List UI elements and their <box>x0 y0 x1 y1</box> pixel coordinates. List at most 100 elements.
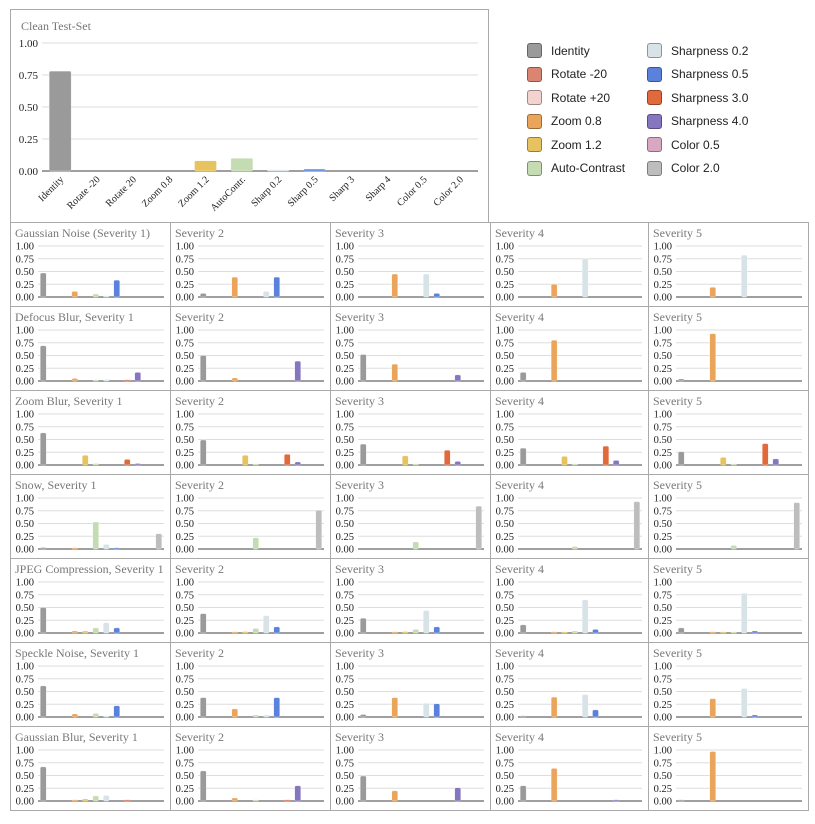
y-tick-label: 0.00 <box>654 629 672 640</box>
bar-zoom-0-8 <box>391 363 398 382</box>
bar-zoom-0-8 <box>709 631 716 634</box>
panel-title: Severity 4 <box>495 394 544 408</box>
panel-title: Severity 2 <box>175 310 224 324</box>
y-tick-label: 1.00 <box>496 326 514 337</box>
title-bg <box>13 309 165 324</box>
panel: 1.00 0.75 0.50 0.25 0.00 Severity 5 <box>648 558 809 643</box>
bar-sharpness-0-2 <box>103 622 110 634</box>
panel-chart: 1.000.75 0.50 0.25 0.00 Severity 4 <box>493 477 643 556</box>
bar-sharpness-4-0 <box>294 785 301 802</box>
y-tick-label: 0.25 <box>336 532 354 543</box>
bar-identity <box>40 607 47 634</box>
y-tick-label: 0.50 <box>496 519 514 530</box>
panel-title: Severity 3 <box>335 646 384 660</box>
y-tick-label: 0.50 <box>336 603 354 614</box>
y-tick-label: 1.00 <box>336 578 354 589</box>
bar-identity <box>200 697 207 718</box>
panel-title: Severity 3 <box>335 310 384 324</box>
bar-identity <box>200 770 207 802</box>
y-tick-label: 0.75 <box>16 590 34 601</box>
panel-chart: 1.000.75 0.50 0.25 0.00 Severity 5 <box>651 729 803 808</box>
bar-sharpness-0-5 <box>113 279 120 298</box>
x-tick-label: Sharp 0.2 <box>249 174 284 209</box>
y-tick-label: 0.75 <box>496 254 514 265</box>
y-tick-label: 0.00 <box>16 377 34 388</box>
bar-identity <box>519 715 527 718</box>
title-bg <box>493 309 643 324</box>
y-tick-label: 0.50 <box>496 771 514 782</box>
y-tick-label: 1.00 <box>336 494 354 505</box>
panel-chart: 1.000.75 0.50 0.25 0.00 JPEG Compression, Se… <box>13 561 165 640</box>
bar-zoom-1-2 <box>82 798 89 802</box>
y-tick-label: 0.75 <box>336 590 354 601</box>
bar-sharpness-0-2 <box>263 714 270 718</box>
y-tick-label: 1.00 <box>496 746 514 757</box>
y-tick-label: 0.00 <box>176 797 194 808</box>
bar-sharpness-4-0 <box>772 458 779 466</box>
panel: 1.00 0.75 0.50 0.25 0.00 Severity 4 <box>490 558 649 643</box>
panel-chart: 1.000.75 0.50 0.25 0.00 Severity 5 <box>651 561 803 640</box>
y-tick-label: 0.75 <box>336 674 354 685</box>
y-tick-label: 0.75 <box>654 674 672 685</box>
bar-sharpness-0-5 <box>751 630 758 634</box>
y-tick-label: 0.50 <box>16 771 34 782</box>
y-tick-label: 0.25 <box>654 532 672 543</box>
bar-sharpness-0-2 <box>581 599 589 634</box>
legend-item: Sharpness 0.2 <box>647 43 748 58</box>
legend-item: Sharpness 4.0 <box>647 113 748 129</box>
y-tick-label: 0.75 <box>336 254 354 265</box>
title-bg <box>333 309 485 324</box>
panel-title: Severity 3 <box>335 562 384 576</box>
bar-auto-contrast <box>252 463 259 466</box>
y-tick-label: 0.50 <box>654 687 672 698</box>
panel-title: Speckle Noise, Severity 1 <box>15 646 139 660</box>
bar-sharpness-0-2 <box>581 258 589 298</box>
y-tick-label: 1.00 <box>16 242 34 253</box>
legend-swatch <box>527 113 542 129</box>
y-tick-label: 0.00 <box>336 797 354 808</box>
y-tick-label: 0.75 <box>176 674 194 685</box>
y-tick-label: 0.50 <box>16 519 34 530</box>
title-bg <box>173 393 325 408</box>
y-tick-label: 0.25 <box>19 134 39 146</box>
y-tick-label: 1.00 <box>336 410 354 421</box>
panel: 1.00 0.75 0.50 0.25 0.00 Severity 2 <box>170 558 331 643</box>
x-tick-label: Sharp 4 <box>364 174 394 204</box>
y-tick-label: 0.75 <box>336 338 354 349</box>
y-tick-label: 0.50 <box>176 603 194 614</box>
bar-sharpness-3-0 <box>124 459 131 466</box>
y-tick-label: 0.00 <box>496 629 514 640</box>
y-tick-label: 0.00 <box>496 545 514 556</box>
title-bg <box>333 477 485 492</box>
y-tick-label: 0.75 <box>336 422 354 433</box>
panel-title: Gaussian Blur, Severity 1 <box>15 730 138 744</box>
bar-auto-contrast <box>252 799 259 802</box>
bar-auto-contrast <box>230 157 254 172</box>
y-tick-label: 0.75 <box>16 758 34 769</box>
bar-identity <box>40 272 47 298</box>
y-tick-label: 1.00 <box>336 326 354 337</box>
legend-label: Color 0.5 <box>671 137 720 152</box>
legend-label: Rotate -20 <box>551 67 608 81</box>
panel: 1.00 0.75 0.50 0.25 0.00 Zoom Blur, Severity … <box>10 390 171 475</box>
bar-auto-contrast <box>252 537 259 550</box>
title-bg <box>651 225 803 240</box>
bar-identity <box>200 355 207 382</box>
y-tick-label: 0.00 <box>654 713 672 724</box>
y-tick-label: 0.50 <box>336 771 354 782</box>
bar-identity <box>360 714 367 718</box>
y-tick-label: 0.00 <box>336 629 354 640</box>
bar-identity <box>678 378 685 382</box>
bar-auto-contrast <box>252 628 259 634</box>
y-tick-label: 1.00 <box>16 578 34 589</box>
bar-auto-contrast <box>412 629 419 634</box>
legend-swatch <box>647 43 662 58</box>
y-tick-label: 0.25 <box>496 280 514 291</box>
y-tick-label: 0.00 <box>19 166 39 178</box>
bar-zoom-0-8 <box>71 799 78 802</box>
y-tick-label: 0.75 <box>16 338 34 349</box>
y-tick-label: 1.00 <box>496 578 514 589</box>
y-tick-label: 1.00 <box>654 410 672 421</box>
x-tick-label: AutoContr. <box>209 174 248 213</box>
bar-sharpness-0-5 <box>113 547 120 550</box>
